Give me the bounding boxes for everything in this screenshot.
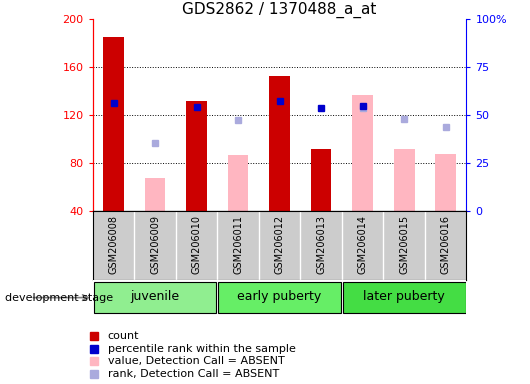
Bar <box>228 155 249 211</box>
Text: development stage: development stage <box>5 293 113 303</box>
Bar <box>145 177 165 211</box>
Bar <box>103 37 124 211</box>
Bar <box>352 95 373 211</box>
Bar <box>186 101 207 211</box>
Text: early puberty: early puberty <box>237 290 322 303</box>
Bar <box>269 76 290 211</box>
FancyBboxPatch shape <box>94 282 216 313</box>
Text: GSM206014: GSM206014 <box>358 215 368 274</box>
Text: GSM206016: GSM206016 <box>440 215 450 274</box>
Text: percentile rank within the sample: percentile rank within the sample <box>108 344 296 354</box>
FancyBboxPatch shape <box>218 282 341 313</box>
Title: GDS2862 / 1370488_a_at: GDS2862 / 1370488_a_at <box>182 2 377 18</box>
Bar <box>435 154 456 211</box>
Text: GSM206009: GSM206009 <box>150 215 160 274</box>
FancyBboxPatch shape <box>343 282 465 313</box>
Text: GSM206011: GSM206011 <box>233 215 243 274</box>
Text: juvenile: juvenile <box>130 290 180 303</box>
Text: later puberty: later puberty <box>363 290 445 303</box>
Text: GSM206015: GSM206015 <box>399 215 409 274</box>
Bar <box>311 149 331 211</box>
Text: GSM206010: GSM206010 <box>191 215 201 274</box>
Text: count: count <box>108 331 139 341</box>
Text: value, Detection Call = ABSENT: value, Detection Call = ABSENT <box>108 356 285 366</box>
Text: GSM206013: GSM206013 <box>316 215 326 274</box>
Text: GSM206008: GSM206008 <box>109 215 119 274</box>
Bar <box>394 149 414 211</box>
Text: GSM206012: GSM206012 <box>275 215 285 274</box>
Text: rank, Detection Call = ABSENT: rank, Detection Call = ABSENT <box>108 369 279 379</box>
